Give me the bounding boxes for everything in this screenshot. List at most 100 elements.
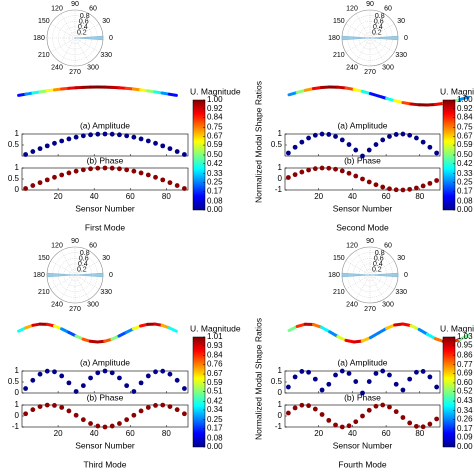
polar-theta-label: 210	[333, 289, 345, 296]
x-tick-label: 80	[162, 429, 171, 438]
polar-r-label: 0.2	[77, 266, 87, 273]
phase-point	[167, 180, 173, 186]
polar-theta-label: 300	[87, 301, 99, 308]
polar-spoke	[50, 23, 76, 39]
y-tick-label: 1	[15, 400, 20, 409]
amplitude-point	[299, 139, 305, 145]
phase-point	[167, 404, 173, 410]
colorbar-tick-label: 0.52	[457, 387, 473, 396]
phase-point	[73, 168, 79, 174]
phase-point	[80, 417, 86, 423]
polar-theta-label: 120	[51, 242, 63, 249]
colorbar-tick-label: 0.50	[207, 150, 223, 159]
polar-spoke	[74, 13, 90, 39]
polar-theta-label: 30	[397, 18, 405, 25]
polar-spoke	[74, 260, 100, 276]
amplitude-point	[373, 371, 379, 376]
colorbar-tick-label: 0.42	[207, 396, 223, 405]
polar-r-label: 0.6	[374, 18, 384, 25]
colorbar	[192, 336, 206, 448]
phase-title: (b) Phase	[344, 155, 381, 165]
polar-lobe	[74, 35, 104, 41]
phase-point	[400, 187, 406, 193]
polar-theta-label: 90	[71, 238, 79, 245]
colorbar-tick-label: 0.42	[207, 159, 223, 168]
polar-theta-label: 210	[38, 52, 50, 59]
amplitude-point	[380, 368, 386, 374]
phase-point	[153, 174, 158, 180]
axes-frame	[21, 370, 189, 394]
phase-point	[427, 421, 433, 427]
amplitude-point	[131, 389, 137, 394]
amplitude-point	[319, 387, 325, 393]
amplitude-point	[292, 144, 298, 150]
polar-spoke	[355, 13, 371, 39]
polar-theta-label: 270	[69, 306, 81, 313]
colorbar	[442, 336, 456, 448]
mode-shape-segment	[287, 324, 299, 333]
polar-theta-label: 0	[109, 35, 113, 42]
amplitude-title: (a) Amplitude	[80, 120, 130, 130]
mode-shape-segment	[377, 326, 389, 335]
phase-point	[434, 178, 440, 183]
polar-spoke	[369, 274, 385, 300]
phase-point	[407, 420, 413, 426]
phase-point	[312, 406, 318, 412]
amplitude-point	[319, 131, 325, 137]
phase-point	[299, 169, 305, 175]
y-tick-label: -1	[275, 185, 283, 194]
phase-point	[353, 419, 359, 425]
colorbar-tick-label: 0.76	[207, 359, 223, 368]
polar-theta-label: 270	[364, 69, 376, 76]
colorbar-tick-label: 0.86	[457, 350, 473, 359]
x-axis-label: Sensor Number	[333, 440, 393, 450]
amplitude-point	[37, 146, 43, 152]
y-tick-label: 0.5	[271, 140, 283, 149]
colorbar-tick-label: 0.84	[457, 113, 473, 122]
polar-theta-label: 180	[33, 272, 45, 279]
amplitude-point	[326, 381, 332, 387]
polar-spoke	[50, 37, 76, 53]
y-tick-label: 0	[15, 185, 20, 194]
amplitude-point	[427, 374, 433, 380]
amplitude-point	[380, 137, 386, 143]
polar-theta-label: 330	[100, 289, 112, 296]
polar-theta-label: 120	[346, 242, 358, 249]
polar-spoke	[50, 260, 76, 276]
amplitude-point	[400, 387, 406, 393]
x-tick-label: 20	[314, 192, 323, 201]
phase-point	[373, 403, 379, 409]
colorbar-tick-label: 0.60	[457, 378, 473, 387]
phase-point	[339, 168, 345, 174]
polar-theta-label: 330	[395, 289, 407, 296]
x-tick-label: 40	[90, 192, 99, 201]
phase-point	[299, 402, 305, 408]
phase-point	[30, 407, 36, 413]
phase-title: (b) Phase	[87, 155, 124, 165]
amplitude-point	[427, 144, 433, 150]
colorbar-tick-label: 0.33	[207, 169, 223, 178]
amplitude-point	[95, 131, 101, 137]
colorbar-tick-label: 0.00	[457, 205, 473, 214]
y-tick-label: -1	[275, 422, 283, 431]
phase-point	[407, 186, 413, 192]
amplitude-title: (a) Amplitude	[337, 120, 387, 130]
amplitude-point	[312, 376, 318, 382]
amplitude-point	[414, 135, 419, 141]
colorbar-tick-label: 0.17	[207, 424, 223, 433]
panel-caption: Third Mode	[84, 459, 127, 469]
amplitude-title: (a) Amplitude	[337, 357, 387, 367]
polar-theta-label: 240	[51, 64, 63, 71]
x-tick-label: 80	[162, 192, 171, 201]
polar-r-label: 0.8	[80, 13, 90, 20]
phase-point	[306, 167, 311, 173]
phase-point	[333, 422, 338, 428]
phase-point	[66, 408, 72, 414]
phase-point	[23, 186, 29, 191]
amplitude-point	[420, 139, 426, 145]
amplitude-point	[346, 142, 352, 147]
x-axis-label: Sensor Number	[75, 203, 135, 213]
polar-r-label: 0.8	[80, 250, 90, 257]
mode-shape-segment	[368, 331, 380, 340]
polar-lobe	[369, 272, 399, 278]
